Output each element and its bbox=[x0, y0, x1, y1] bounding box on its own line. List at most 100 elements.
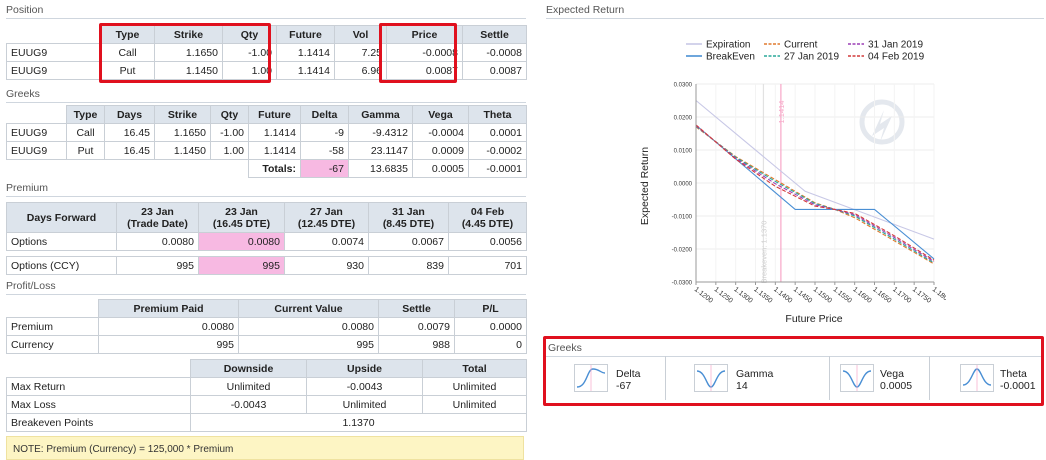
greek-card-theta[interactable]: Theta -0.0001 bbox=[930, 356, 1042, 400]
expected-return-title: Expected Return bbox=[546, 4, 625, 16]
risk-col-downside: Downside bbox=[190, 359, 307, 378]
greeks-rule bbox=[6, 102, 526, 103]
greeks-delta: -9 bbox=[300, 123, 349, 142]
position-row: EUUG9 Call 1.1650 -1.00 1.1414 7.25 -0.0… bbox=[6, 43, 527, 62]
greeks-panel-title: Greeks bbox=[548, 342, 582, 354]
series-line bbox=[695, 125, 935, 264]
greeks-theta: 0.0001 bbox=[468, 123, 527, 142]
position-vol: 6.96 bbox=[334, 61, 387, 80]
series-line bbox=[695, 124, 935, 261]
y-tick-label: 0.0000 bbox=[674, 182, 693, 188]
greeks-total-delta: -67 bbox=[300, 159, 349, 178]
risk-label: Max Loss bbox=[6, 395, 191, 414]
greeks-gamma: -9.4312 bbox=[348, 123, 413, 142]
premium-col: 23 Jan (Trade Date) bbox=[116, 202, 199, 233]
greeks-total-theta: -0.0001 bbox=[468, 159, 527, 178]
premium-ccy-value: 930 bbox=[284, 256, 369, 275]
x-tick-label: 1.1500 bbox=[812, 286, 833, 305]
chart-axes: 0.0300 0.0200 0.0100 0.0000 -0.0100 -0.0200 -0… bbox=[672, 83, 952, 305]
premium-col-date: 04 Feb bbox=[470, 205, 505, 218]
greek-value: 0.0005 bbox=[880, 380, 913, 392]
position-col-settle: Settle bbox=[462, 25, 527, 44]
y-tick-label: -0.0100 bbox=[672, 215, 693, 221]
premium-col-dte: (16.45 DTE) bbox=[212, 217, 271, 230]
greeks-future: 1.1414 bbox=[248, 123, 301, 142]
greeks-qty: -1.00 bbox=[210, 123, 249, 142]
greek-name: Theta bbox=[1000, 368, 1027, 380]
premium-table: Days Forward 23 Jan (Trade Date) 23 Jan (1… bbox=[6, 202, 527, 275]
greek-card-gamma[interactable]: Gamma 14 bbox=[666, 356, 830, 400]
premium-options-value: 0.0067 bbox=[368, 232, 449, 251]
breakeven-row: Breakeven Points 1.1370 bbox=[6, 413, 527, 432]
greeks-col-future: Future bbox=[248, 105, 301, 124]
premium-col-dte: (4.45 DTE) bbox=[461, 217, 514, 230]
greeks-days: 16.45 bbox=[104, 141, 155, 160]
risk-downside: -0.0043 bbox=[190, 395, 307, 414]
greeks-vega: 0.0009 bbox=[412, 141, 469, 160]
y-tick-label: -0.0300 bbox=[672, 281, 693, 287]
greeks-type: Call bbox=[66, 123, 105, 142]
greeks-qty: 1.00 bbox=[210, 141, 249, 160]
premium-ccy-value: 839 bbox=[368, 256, 449, 275]
y-tick-label: 0.0200 bbox=[674, 116, 693, 122]
pl-paid: 0.0080 bbox=[98, 317, 239, 336]
greeks-col-theta: Theta bbox=[468, 105, 527, 124]
position-header-row: Type Strike Qty Future Vol Price Settle bbox=[7, 25, 527, 44]
breakeven-value: 1.1370 bbox=[190, 413, 527, 432]
greeks-col-days: Days bbox=[104, 105, 155, 124]
marker-label: Breakeven: 1.1370 bbox=[759, 221, 768, 284]
position-table: Type Strike Qty Future Vol Price Settle … bbox=[6, 25, 527, 80]
premium-note: NOTE: Premium (Currency) = 125,000 * Pre… bbox=[6, 436, 524, 460]
x-tick-label: 1.1300 bbox=[732, 286, 753, 305]
chart-y-label: Expected Return bbox=[639, 147, 651, 225]
legend-label: BreakEven bbox=[706, 52, 755, 63]
pl-value: 0.0000 bbox=[454, 317, 527, 336]
greeks-section-title: Greeks bbox=[6, 88, 40, 100]
greek-value: 14 bbox=[736, 380, 748, 392]
greeks-gamma: 23.1147 bbox=[348, 141, 413, 160]
position-future: 1.1414 bbox=[276, 61, 335, 80]
position-col-type: Type bbox=[100, 25, 155, 44]
risk-upside: Unlimited bbox=[306, 395, 423, 414]
pl-value: 0 bbox=[454, 335, 527, 354]
greek-value: -67 bbox=[616, 380, 632, 392]
pl-section-title: Profit/Loss bbox=[6, 280, 56, 292]
pl-row: Premium 0.0080 0.0080 0.0079 0.0000 bbox=[6, 317, 527, 336]
expected-return-chart[interactable]: Expiration BreakEven Current 27 Jan 2019 31 … bbox=[626, 26, 952, 332]
position-type: Call bbox=[100, 43, 155, 62]
chart-series bbox=[695, 100, 935, 265]
premium-col: 23 Jan (16.45 DTE) bbox=[198, 202, 285, 233]
pl-label: Premium bbox=[6, 317, 99, 336]
expected-return-rule bbox=[546, 18, 1044, 19]
greeks-name: EUUG9 bbox=[6, 141, 67, 160]
greek-card-delta[interactable]: Delta -67 bbox=[546, 356, 666, 400]
premium-col-date: 31 Jan bbox=[392, 205, 425, 218]
pl-rule bbox=[6, 294, 526, 295]
premium-options-label: Options bbox=[6, 232, 117, 251]
greeks-type: Put bbox=[66, 141, 105, 160]
premium-header-row: Days Forward 23 Jan (Trade Date) 23 Jan (1… bbox=[6, 202, 527, 233]
legend-label: 04 Feb 2019 bbox=[868, 52, 925, 63]
position-price: 0.0087 bbox=[386, 61, 463, 80]
x-tick-label: 1.1550 bbox=[832, 286, 853, 305]
premium-ccy-label: Options (CCY) bbox=[6, 256, 117, 275]
premium-rule bbox=[6, 196, 526, 197]
greeks-corner bbox=[7, 106, 67, 124]
greek-card-vega[interactable]: Vega 0.0005 bbox=[830, 356, 930, 400]
greeks-theta: -0.0002 bbox=[468, 141, 527, 160]
x-tick-label: 1.1750 bbox=[911, 286, 932, 305]
position-qty: 1.00 bbox=[222, 61, 277, 80]
x-tick-label: 1.1200 bbox=[693, 286, 714, 305]
risk-label: Max Return bbox=[6, 377, 191, 396]
position-strike: 1.1450 bbox=[154, 61, 223, 80]
pl-table: Premium Paid Current Value Settle P/L Pr… bbox=[6, 299, 527, 354]
premium-options-value: 0.0074 bbox=[284, 232, 369, 251]
pl-col-settle: Settle bbox=[378, 299, 455, 318]
greek-name: Delta bbox=[616, 368, 641, 380]
premium-col-date: 23 Jan bbox=[225, 205, 258, 218]
legend-label: 31 Jan 2019 bbox=[868, 40, 923, 51]
position-type: Put bbox=[100, 61, 155, 80]
pl-col-premium-paid: Premium Paid bbox=[98, 299, 239, 318]
